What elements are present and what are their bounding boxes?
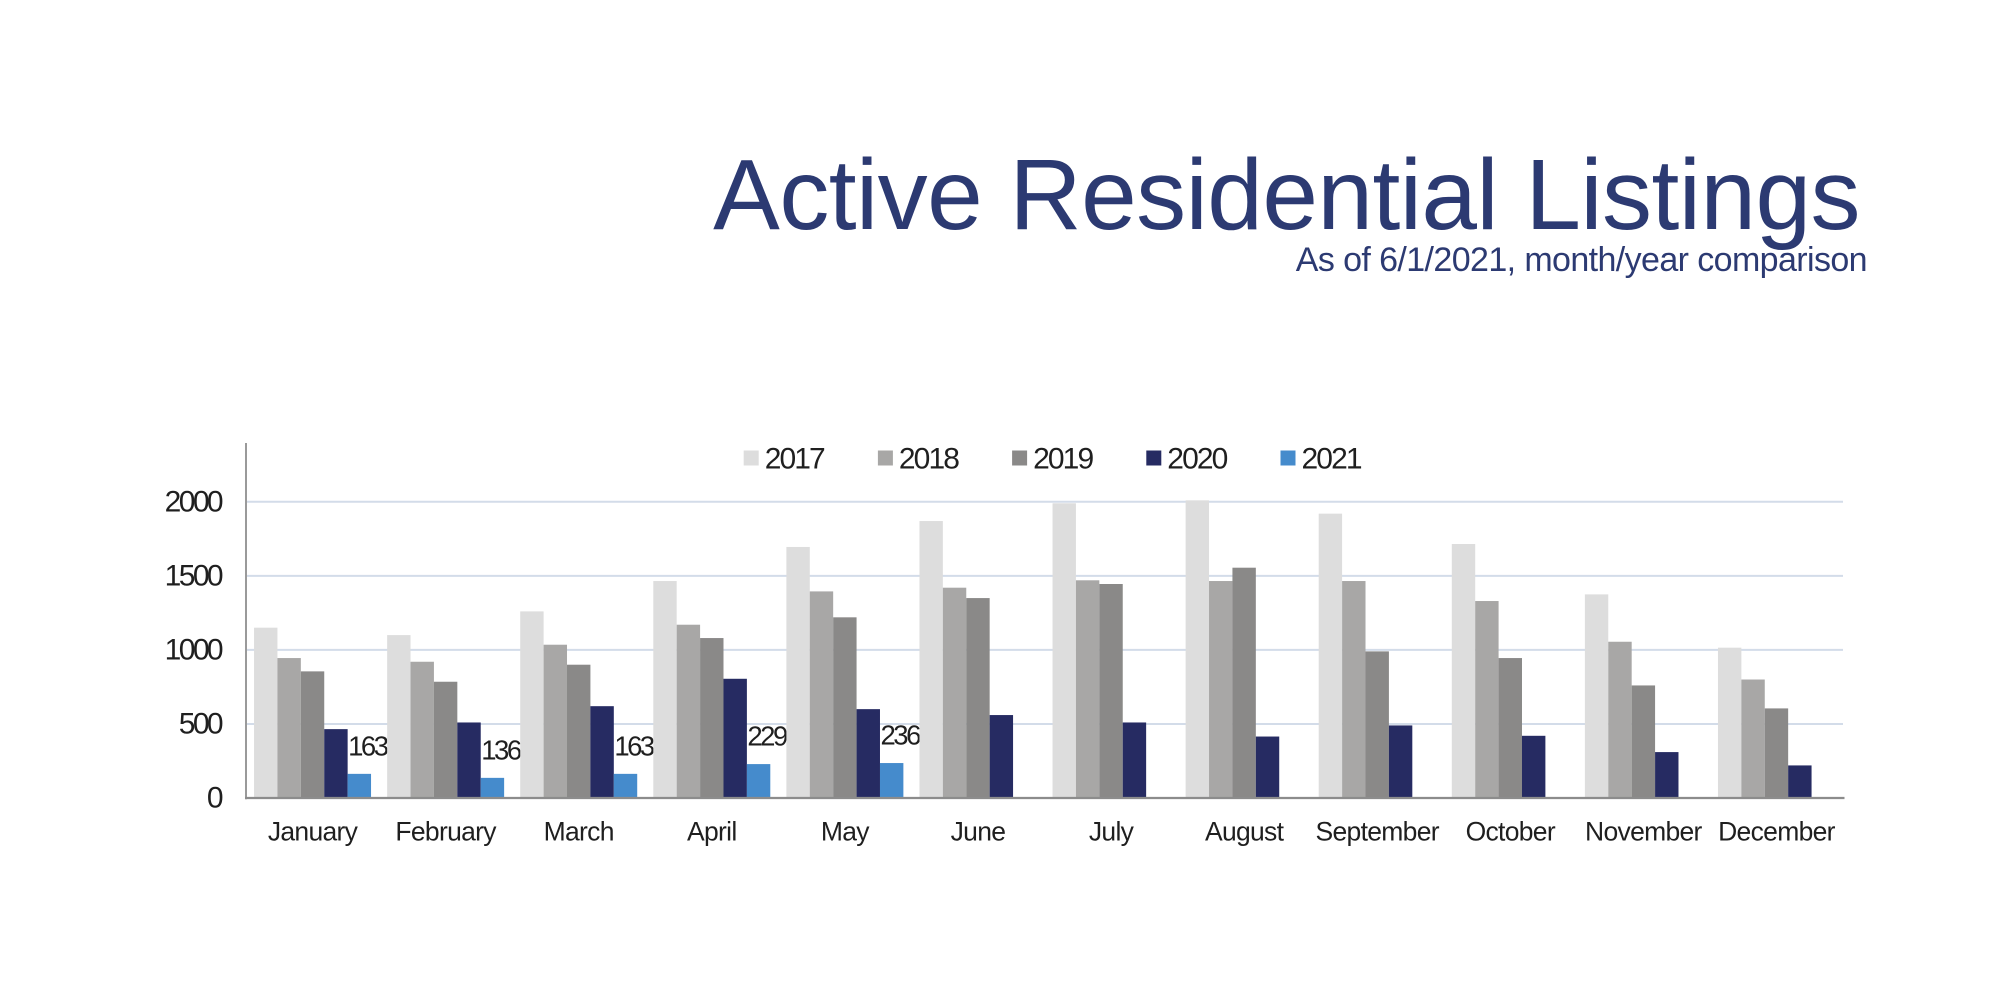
svg-text:2021: 2021 [1302,443,1362,476]
svg-text:December: December [1718,816,1836,846]
svg-text:2018: 2018 [899,443,959,476]
svg-text:August: August [1205,816,1285,846]
svg-text:November: November [1585,816,1703,846]
svg-text:June: June [951,816,1006,846]
svg-text:October: October [1466,816,1556,846]
svg-text:May: May [821,816,870,846]
svg-text:March: March [544,816,614,846]
svg-text:July: July [1089,816,1135,846]
svg-text:236: 236 [880,720,921,751]
svg-text:229: 229 [747,721,787,752]
svg-text:January: January [268,816,359,846]
svg-text:2020: 2020 [1167,443,1227,476]
svg-text:500: 500 [179,707,223,740]
svg-text:February: February [395,816,497,846]
svg-text:1000: 1000 [165,633,223,666]
svg-text:2000: 2000 [165,485,223,518]
svg-text:September: September [1316,816,1440,846]
svg-text:1500: 1500 [165,559,223,592]
svg-text:2017: 2017 [765,443,825,476]
svg-text:As of 6/1/2021, month/year com: As of 6/1/2021, month/year comparison [1296,241,1867,279]
svg-text:Active Residential Listings: Active Residential Listings [713,139,1860,251]
svg-text:163: 163 [614,730,655,761]
svg-text:163: 163 [348,730,389,761]
svg-text:136: 136 [481,734,522,765]
svg-text:0: 0 [207,782,223,815]
svg-text:April: April [687,816,737,846]
svg-text:2019: 2019 [1033,443,1093,476]
